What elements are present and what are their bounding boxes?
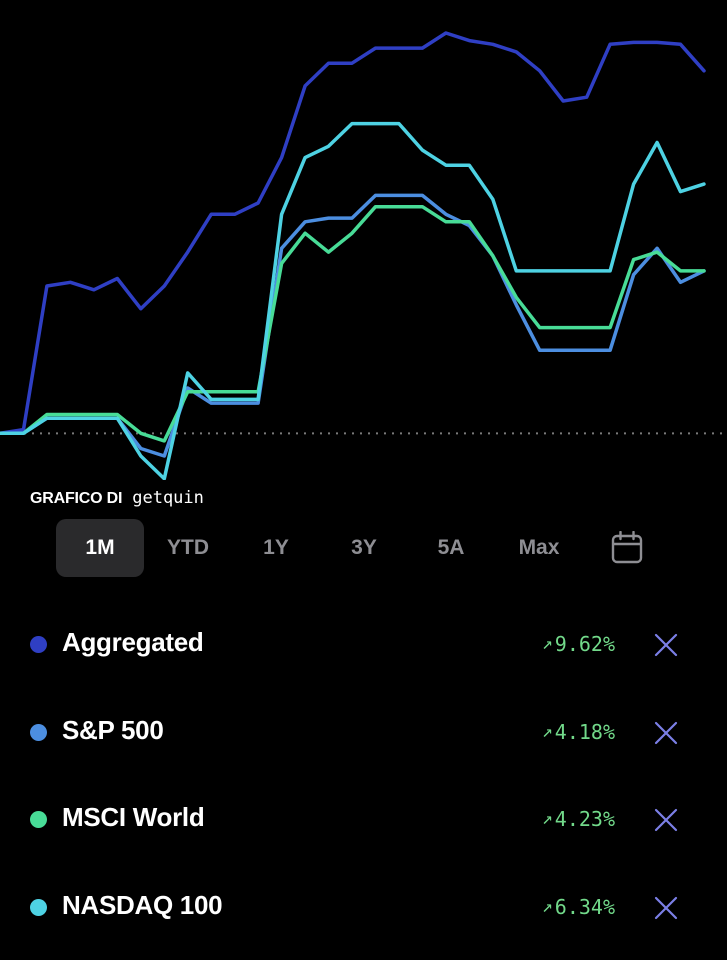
chart-credit: GRAFICO DI getquin xyxy=(30,488,204,514)
series-color-dot xyxy=(30,899,47,916)
series-lines xyxy=(0,31,706,480)
legend-row-sp500: S&P 500 ↗ 4.18% xyxy=(0,702,727,762)
remove-series-close-icon[interactable] xyxy=(654,808,678,832)
performance-chart[interactable] xyxy=(0,0,727,480)
remove-series-close-icon[interactable] xyxy=(654,896,678,920)
series-change: ↗ 4.18% xyxy=(542,720,615,744)
change-value: 9.62% xyxy=(554,632,615,656)
series-name: Aggregated xyxy=(62,627,204,657)
up-right-arrow-icon: ↗ xyxy=(541,633,553,654)
series-line-nasdaq-100 xyxy=(0,121,706,480)
series-color-dot xyxy=(30,724,47,741)
up-right-arrow-icon: ↗ xyxy=(541,721,553,742)
range-5a-button[interactable]: 5A xyxy=(437,536,465,559)
up-right-arrow-icon: ↗ xyxy=(541,896,553,917)
range-ytd-button[interactable]: YTD xyxy=(167,536,209,559)
change-value: 4.23% xyxy=(554,807,615,831)
legend-row-nasdaq-100: NASDAQ 100 ↗ 6.34% xyxy=(0,877,727,937)
change-value: 6.34% xyxy=(554,895,615,919)
series-change: ↗ 9.62% xyxy=(542,632,615,656)
range-1y-button[interactable]: 1Y xyxy=(263,536,289,559)
series-change: ↗ 6.34% xyxy=(542,895,615,919)
series-line-aggregated xyxy=(0,31,706,436)
change-value: 4.18% xyxy=(554,720,615,744)
up-right-arrow-icon: ↗ xyxy=(541,808,553,829)
series-color-dot xyxy=(30,636,47,653)
series-color-dot xyxy=(30,811,47,828)
range-1m-button[interactable]: 1M xyxy=(56,519,144,577)
series-name: S&P 500 xyxy=(62,715,164,745)
remove-series-close-icon[interactable] xyxy=(654,633,678,657)
legend-row-msci-world: MSCI World ↗ 4.23% xyxy=(0,789,727,849)
time-range-selector: 1M YTD 1Y 3Y 5A Max xyxy=(0,519,727,579)
series-name: NASDAQ 100 xyxy=(62,890,223,920)
credit-brand-getquin[interactable]: getquin xyxy=(132,488,204,508)
remove-series-close-icon[interactable] xyxy=(654,721,678,745)
series-change: ↗ 4.23% xyxy=(542,807,615,831)
range-3y-button[interactable]: 3Y xyxy=(351,536,377,559)
series-line-msci-world xyxy=(0,204,706,443)
credit-label: GRAFICO DI xyxy=(30,490,123,507)
range-max-button[interactable]: Max xyxy=(518,536,560,559)
legend-row-aggregated: Aggregated ↗ 9.62% xyxy=(0,614,727,674)
series-name: MSCI World xyxy=(62,802,205,832)
calendar-icon[interactable] xyxy=(611,530,643,565)
